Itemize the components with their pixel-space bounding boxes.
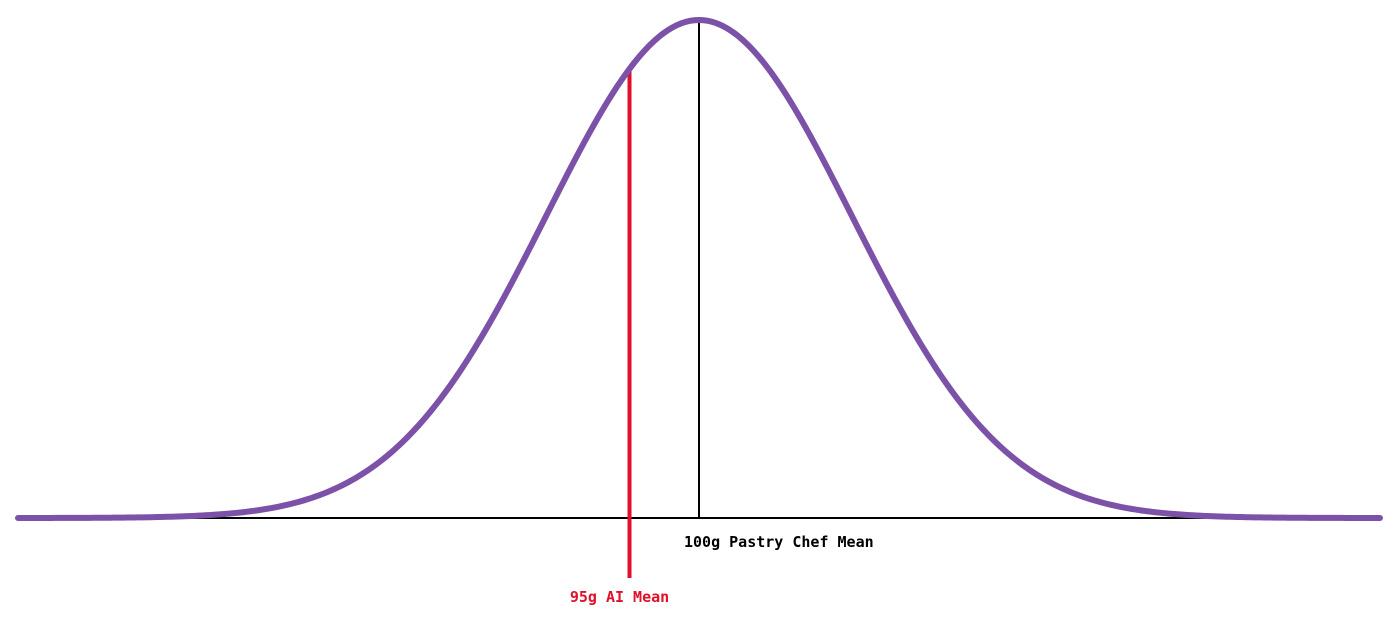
distribution-curve — [15, 17, 1383, 521]
ai-mean-label: 95g AI Mean — [570, 588, 669, 606]
chef-mean-label: 100g Pastry Chef Mean — [684, 533, 874, 551]
